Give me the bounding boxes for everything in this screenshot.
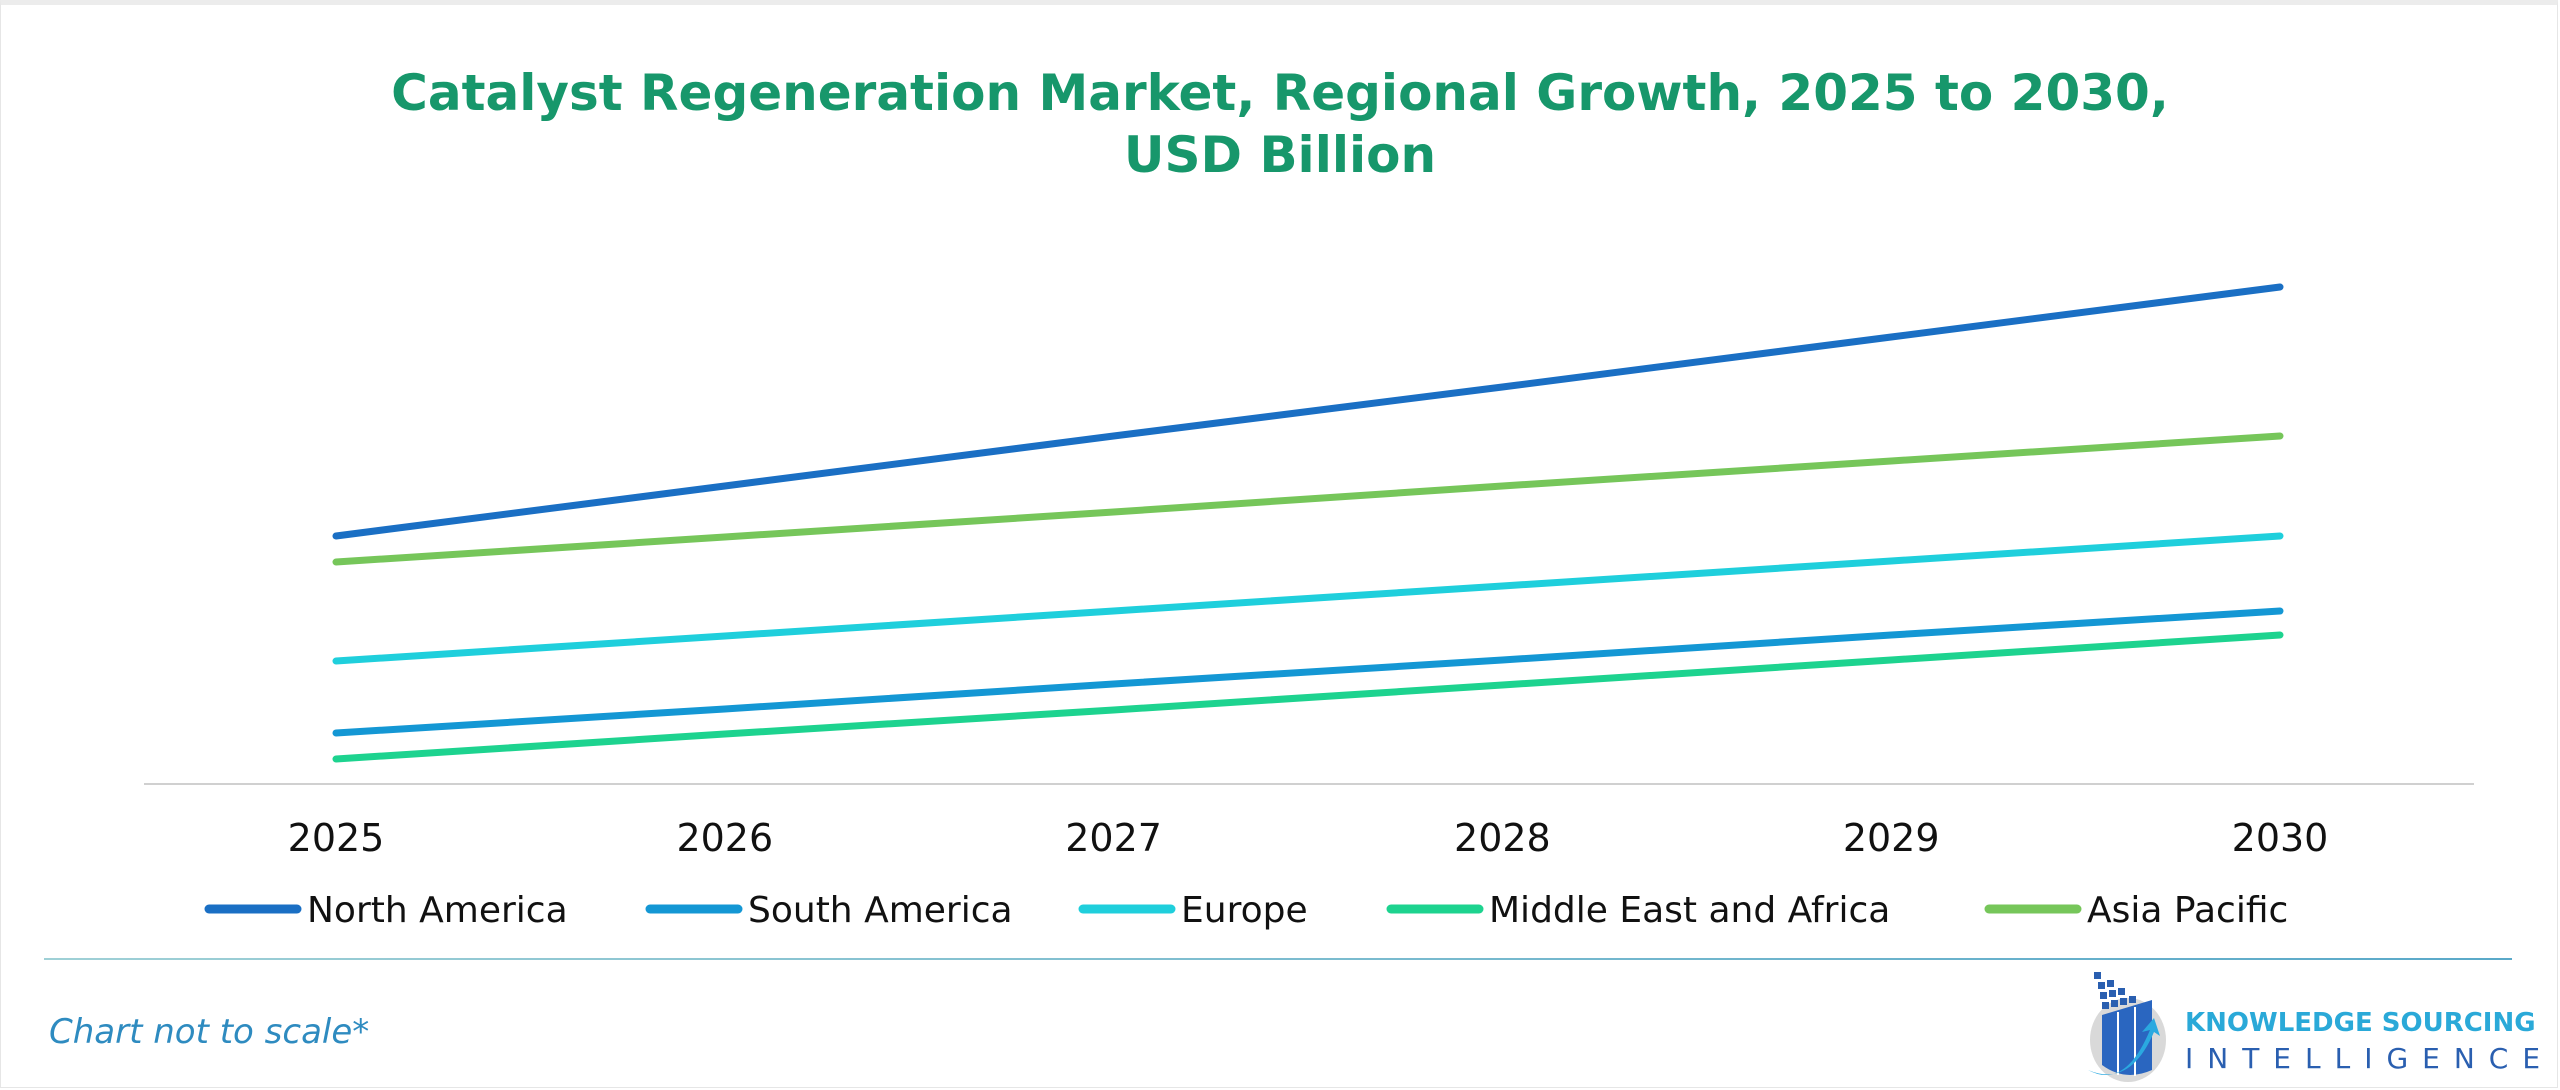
legend-item: South America (645, 890, 1013, 931)
x-tick-label: 2030 (2232, 816, 2329, 860)
x-tick-label: 2026 (676, 816, 773, 860)
series-line-europe (332, 532, 2284, 665)
legend-label: Europe (1181, 890, 1308, 931)
legend-label: North America (307, 890, 568, 931)
x-tick-label: 2027 (1065, 816, 1162, 860)
legend-item: Middle East and Africa (1386, 890, 1890, 931)
logo-icon (2088, 972, 2166, 1082)
series-line-south-america (332, 607, 2284, 737)
divider (44, 958, 2512, 960)
series-line-middle-east-and-africa (332, 631, 2284, 763)
x-tick-label: 2025 (288, 816, 385, 860)
chart-note: Chart not to scale* (49, 1012, 370, 1052)
chart-title-line2: USD Billion (1123, 126, 1437, 184)
logo-text-line1: KNOWLEDGE SOURCING (2185, 1008, 2536, 1038)
x-tick-label: 2028 (1454, 816, 1551, 860)
line-chart: 2025 2026 2027 2028 2029 2030 North America So… (144, 283, 2474, 931)
series-line-north-america (332, 283, 2284, 540)
legend-label: Asia Pacific (2087, 890, 2288, 931)
logo-text-line2: INTELLIGENCE (2185, 1042, 2555, 1075)
x-tick-label: 2029 (1843, 816, 1940, 860)
legend-item: Asia Pacific (1984, 890, 2288, 931)
legend-label: Middle East and Africa (1489, 890, 1890, 931)
legend-item: North America (204, 890, 568, 931)
company-logo: KNOWLEDGE SOURCING INTELLIGENCE (2080, 970, 2540, 1085)
legend-item: Europe (1078, 890, 1308, 931)
chart-title-line1: Catalyst Regeneration Market, Regional G… (391, 64, 2169, 122)
series-line-asia-pacific (332, 432, 2284, 566)
chart-title: Catalyst Regeneration Market, Regional G… (0, 62, 2560, 186)
legend-label: South America (748, 890, 1013, 931)
